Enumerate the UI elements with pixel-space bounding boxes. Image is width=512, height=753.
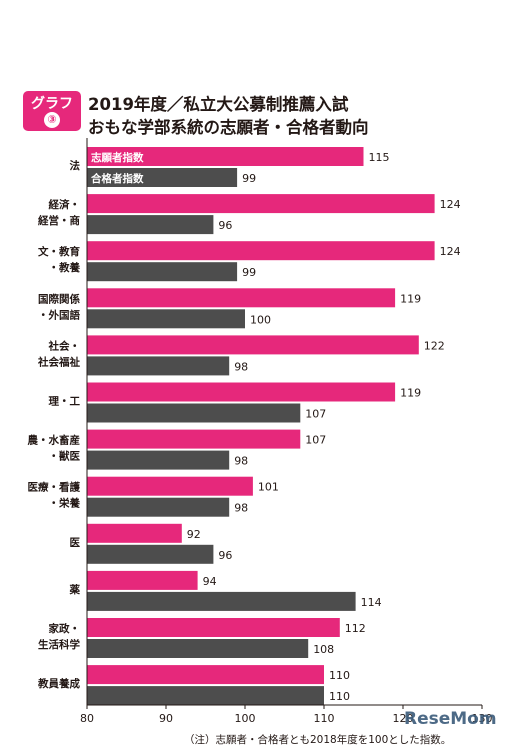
data-label: 96 bbox=[218, 219, 232, 232]
category-label: 医 bbox=[70, 537, 81, 549]
category-label: 農・水畜産・獣医 bbox=[28, 434, 81, 463]
passer-bar bbox=[87, 309, 245, 329]
graph-number-badge: グラフ ③ bbox=[23, 91, 81, 131]
data-label: 98 bbox=[234, 360, 248, 373]
data-label: 110 bbox=[329, 669, 350, 682]
data-label: 98 bbox=[234, 455, 248, 468]
applicant-bar bbox=[87, 570, 198, 590]
data-label: 119 bbox=[400, 292, 421, 305]
category-label: 法 bbox=[70, 159, 81, 172]
passer-bar bbox=[87, 356, 230, 376]
x-tick-label: 90 bbox=[159, 712, 173, 725]
applicant-bar bbox=[87, 523, 182, 543]
data-label: 98 bbox=[234, 502, 248, 515]
data-label: 99 bbox=[242, 266, 256, 279]
passer-bar bbox=[87, 591, 356, 611]
x-tick-label: 130 bbox=[472, 712, 493, 725]
passer-bar bbox=[87, 497, 230, 517]
data-label: 112 bbox=[345, 622, 366, 635]
category-label: 薬 bbox=[69, 583, 81, 596]
x-tick-label: 110 bbox=[314, 712, 335, 725]
data-label: 114 bbox=[361, 596, 382, 609]
graph-badge-label: グラフ bbox=[31, 96, 73, 112]
chart-title-line-1: 2019年度／私立大公募制推薦入試 bbox=[88, 95, 349, 114]
applicant-bar bbox=[87, 288, 396, 308]
passer-bar bbox=[87, 168, 238, 187]
data-label: 122 bbox=[424, 339, 445, 352]
watermark-logo: ReseMom bbox=[404, 709, 497, 729]
footnote: （注）志願者・合格者とも2018年度を100とした指数。 bbox=[184, 734, 452, 746]
passer-bar bbox=[87, 215, 214, 235]
data-label: 124 bbox=[440, 198, 461, 211]
x-tick-label: 80 bbox=[80, 712, 94, 725]
data-label: 108 bbox=[313, 643, 334, 656]
category-label: 医療・看護・栄養 bbox=[28, 481, 81, 510]
category-label: 社会・社会福祉 bbox=[37, 339, 80, 368]
data-label: 110 bbox=[329, 690, 350, 703]
data-label: 107 bbox=[305, 434, 326, 447]
x-tick-label: 120 bbox=[393, 712, 414, 725]
data-label: 94 bbox=[203, 575, 217, 588]
applicant-bar bbox=[87, 241, 435, 261]
legend-label: 志願者指数 bbox=[91, 151, 144, 164]
applicant-bar bbox=[87, 665, 324, 685]
category-label: 教員養成 bbox=[37, 677, 80, 690]
chart-title-line-2: おもな学部系統の志願者・合格者動向 bbox=[88, 118, 369, 137]
applicant-bar bbox=[87, 147, 364, 166]
data-label: 124 bbox=[440, 245, 461, 258]
passer-bar bbox=[87, 262, 238, 282]
data-label: 100 bbox=[250, 313, 271, 326]
applicant-bar bbox=[87, 618, 340, 637]
data-label: 96 bbox=[218, 549, 232, 562]
data-label: 107 bbox=[305, 408, 326, 421]
applicant-bar bbox=[87, 476, 253, 496]
category-label: 理・工 bbox=[49, 396, 81, 408]
passer-bar bbox=[87, 686, 324, 706]
data-label: 115 bbox=[369, 151, 390, 164]
passer-bar bbox=[87, 450, 230, 470]
passer-bar bbox=[87, 544, 214, 564]
data-label: 101 bbox=[258, 481, 279, 494]
legend-label: 合格者指数 bbox=[90, 172, 144, 185]
data-label: 99 bbox=[242, 172, 256, 185]
passer-bar bbox=[87, 639, 309, 658]
data-label: 119 bbox=[400, 387, 421, 400]
data-label: 92 bbox=[187, 528, 201, 541]
category-label: 国際関係・外国語 bbox=[38, 292, 80, 321]
category-label: 文・教育・教養 bbox=[37, 245, 80, 274]
category-label: 家政・生活科学 bbox=[38, 622, 80, 651]
applicant-bar bbox=[87, 429, 301, 449]
category-label: 経済・経営・商 bbox=[38, 198, 80, 227]
applicant-bar bbox=[87, 335, 419, 355]
applicant-bar bbox=[87, 194, 435, 214]
graph-badge-number: ③ bbox=[44, 112, 60, 128]
x-tick-label: 100 bbox=[235, 712, 256, 725]
applicant-bar bbox=[87, 382, 396, 402]
passer-bar bbox=[87, 403, 301, 423]
